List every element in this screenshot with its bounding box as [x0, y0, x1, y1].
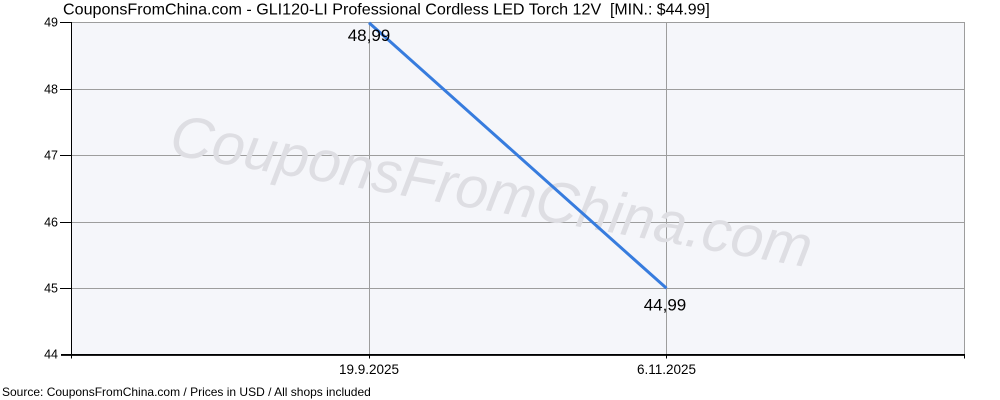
svg-text:48,99: 48,99 [348, 26, 391, 45]
svg-text:47: 47 [44, 149, 58, 163]
svg-text:Source: CouponsFromChina.com /: Source: CouponsFromChina.com / Prices in… [2, 385, 371, 399]
svg-text:44,99: 44,99 [644, 296, 687, 315]
svg-text:CouponsFromChina.com - GLI120-: CouponsFromChina.com - GLI120-LI Profess… [63, 1, 601, 19]
svg-text:6.11.2025: 6.11.2025 [637, 362, 696, 377]
svg-text:19.9.2025: 19.9.2025 [339, 362, 399, 377]
svg-text:48: 48 [44, 83, 58, 97]
svg-text:[MIN.: $44.99]: [MIN.: $44.99] [610, 2, 710, 19]
svg-text:44: 44 [44, 348, 58, 362]
svg-text:45: 45 [44, 282, 58, 296]
svg-text:46: 46 [44, 216, 58, 230]
svg-text:49: 49 [44, 16, 58, 30]
